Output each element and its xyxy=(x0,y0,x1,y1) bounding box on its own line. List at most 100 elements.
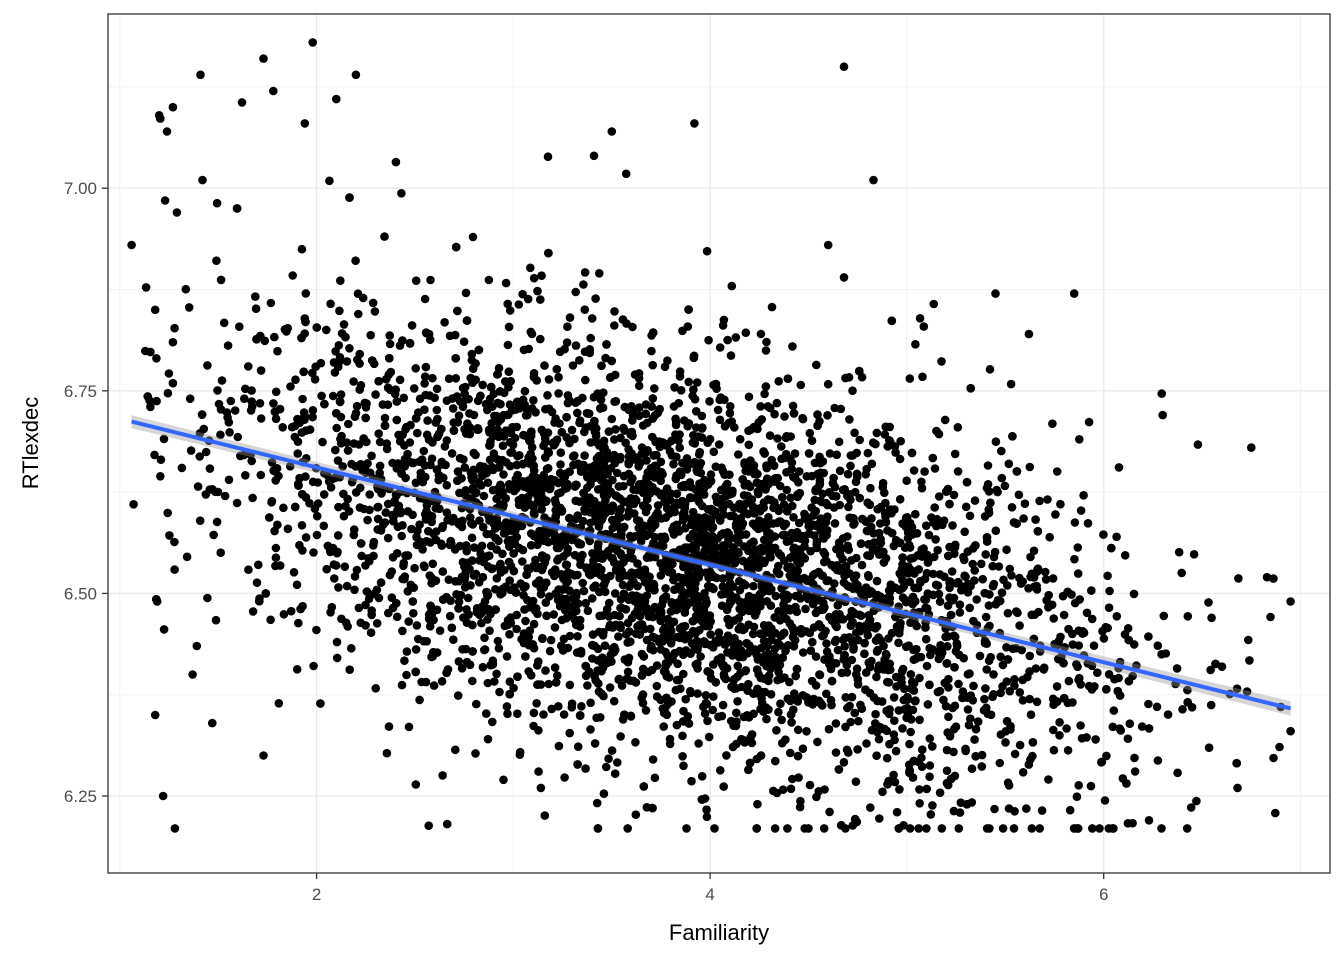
data-point xyxy=(846,461,855,471)
data-point xyxy=(744,592,754,601)
data-point xyxy=(544,404,554,414)
data-point xyxy=(930,464,940,473)
data-point xyxy=(405,339,415,348)
data-point xyxy=(833,645,843,655)
data-point xyxy=(723,648,732,657)
data-point xyxy=(696,652,705,661)
data-point xyxy=(170,824,180,833)
data-point xyxy=(683,421,692,431)
data-point xyxy=(274,699,284,708)
data-point xyxy=(533,680,542,689)
data-point xyxy=(590,461,599,470)
data-point xyxy=(536,295,545,304)
data-point xyxy=(523,410,532,420)
data-point xyxy=(266,298,276,308)
data-point xyxy=(503,709,512,719)
data-point xyxy=(903,513,912,522)
data-point xyxy=(542,464,552,474)
data-point xyxy=(836,821,846,830)
data-point xyxy=(421,390,430,400)
data-point xyxy=(781,433,791,443)
data-point xyxy=(1087,661,1097,671)
data-point xyxy=(483,590,493,600)
data-point xyxy=(732,717,741,726)
data-point xyxy=(779,613,788,622)
data-point xyxy=(333,531,343,540)
data-point xyxy=(711,637,720,646)
data-point xyxy=(590,671,599,681)
data-point xyxy=(1232,758,1241,768)
data-point xyxy=(918,372,927,382)
data-point xyxy=(721,589,731,598)
data-point xyxy=(326,299,335,309)
data-point xyxy=(911,509,920,519)
data-point xyxy=(831,719,841,728)
data-point xyxy=(719,782,728,791)
data-point xyxy=(769,461,779,471)
data-point xyxy=(623,667,633,677)
data-point xyxy=(619,522,629,532)
data-point xyxy=(170,323,179,333)
data-point xyxy=(1008,432,1017,441)
data-point xyxy=(839,273,849,282)
data-point xyxy=(843,532,852,541)
data-point xyxy=(635,403,644,412)
data-point xyxy=(501,377,510,386)
data-point xyxy=(616,433,625,443)
data-point xyxy=(342,581,352,591)
data-point xyxy=(556,448,566,458)
data-point xyxy=(1186,803,1196,812)
data-point xyxy=(820,550,830,559)
data-point xyxy=(420,562,429,572)
data-point xyxy=(661,662,670,671)
data-point xyxy=(186,446,196,455)
data-point xyxy=(732,516,742,525)
data-point xyxy=(940,415,950,425)
data-point xyxy=(996,688,1005,698)
data-point xyxy=(911,340,920,349)
data-point xyxy=(928,590,938,600)
data-point xyxy=(1049,745,1059,755)
data-point xyxy=(181,284,191,294)
data-point xyxy=(447,449,457,458)
data-point xyxy=(1271,808,1280,818)
data-point xyxy=(170,565,179,574)
data-point xyxy=(998,660,1008,670)
data-point xyxy=(360,398,370,408)
data-point xyxy=(757,578,767,588)
data-point xyxy=(195,452,204,461)
data-point xyxy=(1010,675,1019,684)
data-point xyxy=(633,568,642,578)
data-point xyxy=(881,498,890,508)
data-point xyxy=(869,175,878,185)
data-point xyxy=(197,410,207,419)
data-point xyxy=(387,593,397,602)
data-point xyxy=(711,462,721,472)
data-point xyxy=(570,451,579,460)
data-point xyxy=(518,557,527,566)
data-point xyxy=(575,711,585,720)
data-point xyxy=(834,437,844,447)
data-point xyxy=(502,702,512,711)
data-point xyxy=(970,566,979,575)
data-point xyxy=(607,356,616,366)
data-point xyxy=(411,645,421,654)
data-point xyxy=(300,119,310,128)
data-point xyxy=(881,517,891,527)
data-point xyxy=(873,665,883,675)
data-point xyxy=(146,347,155,357)
data-point xyxy=(747,730,757,739)
data-point xyxy=(928,645,937,654)
data-point xyxy=(720,470,729,479)
data-point xyxy=(997,446,1006,456)
data-point xyxy=(1044,775,1053,784)
data-point xyxy=(1035,496,1044,506)
data-point xyxy=(715,415,725,425)
data-point xyxy=(718,700,728,710)
data-point xyxy=(380,413,390,423)
data-point xyxy=(750,545,760,555)
data-point xyxy=(438,771,447,780)
data-point xyxy=(421,677,431,687)
data-point xyxy=(867,459,877,469)
data-point xyxy=(533,540,542,550)
